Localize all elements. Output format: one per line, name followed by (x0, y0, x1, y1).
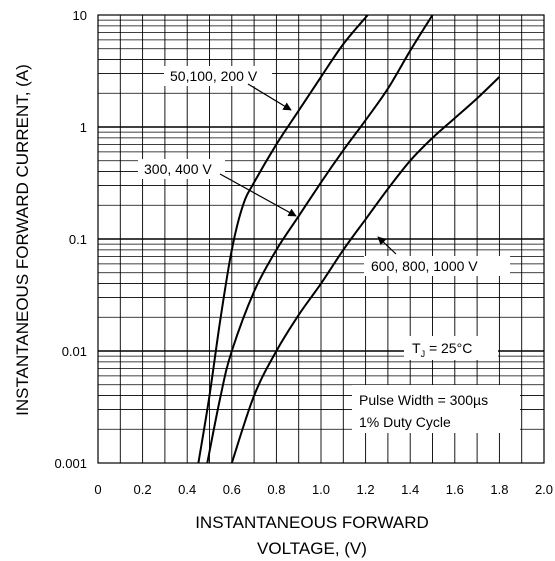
x-tick-label: 1.8 (490, 482, 508, 497)
y-tick-label: 0.01 (62, 344, 87, 359)
series-line-2 (206, 14, 434, 464)
annotation-series-2: 300, 400 V (144, 161, 212, 177)
y-tick-labels: 0.001 0.01 0.1 1 10 (54, 8, 87, 471)
y-tick-label: 0.001 (54, 456, 87, 471)
x-axis-label-line2: VOLTAGE, (V) (257, 539, 367, 558)
plot-frame (97, 14, 545, 464)
series-line-1 (197, 14, 369, 464)
y-tick-label: 1 (80, 120, 87, 135)
x-tick-label: 1.6 (446, 482, 464, 497)
curves (197, 14, 501, 464)
x-tick-label: 1.4 (401, 482, 419, 497)
y-axis-label: INSTANTANEOUS FORWARD CURRENT, (A) (13, 64, 32, 416)
annotation-series-3: 600, 800, 1000 V (371, 258, 478, 274)
x-tick-label: 0.2 (134, 482, 152, 497)
x-tick-label: 1.0 (312, 482, 330, 497)
x-tick-labels: 0 0.2 0.4 0.6 0.8 1.0 1.2 1.4 1.6 1.8 2.0 (94, 482, 553, 497)
x-tick-label: 1.2 (357, 482, 375, 497)
x-tick-label: 0 (94, 482, 101, 497)
annotation-series-1: 50,100, 200 V (170, 68, 258, 84)
arrow-series-3 (377, 236, 397, 255)
duty-cycle-label: 1% Duty Cycle (359, 414, 451, 430)
arrow-series-2 (219, 173, 297, 217)
pulse-width-label: Pulse Width = 300µs (359, 392, 488, 408)
y-tick-label: 10 (73, 8, 87, 23)
x-axis-label-line1: INSTANTANEOUS FORWARD (195, 513, 429, 532)
x-tick-label: 0.8 (267, 482, 285, 497)
x-tick-label: 0.6 (223, 482, 241, 497)
junction-temperature-label: TJ = 25°C (412, 340, 472, 359)
series-line-3 (230, 76, 501, 464)
y-tick-label: 0.1 (69, 232, 87, 247)
arrow-series-1 (247, 83, 292, 111)
x-tick-label: 2.0 (535, 482, 553, 497)
x-tick-label: 0.4 (178, 482, 196, 497)
